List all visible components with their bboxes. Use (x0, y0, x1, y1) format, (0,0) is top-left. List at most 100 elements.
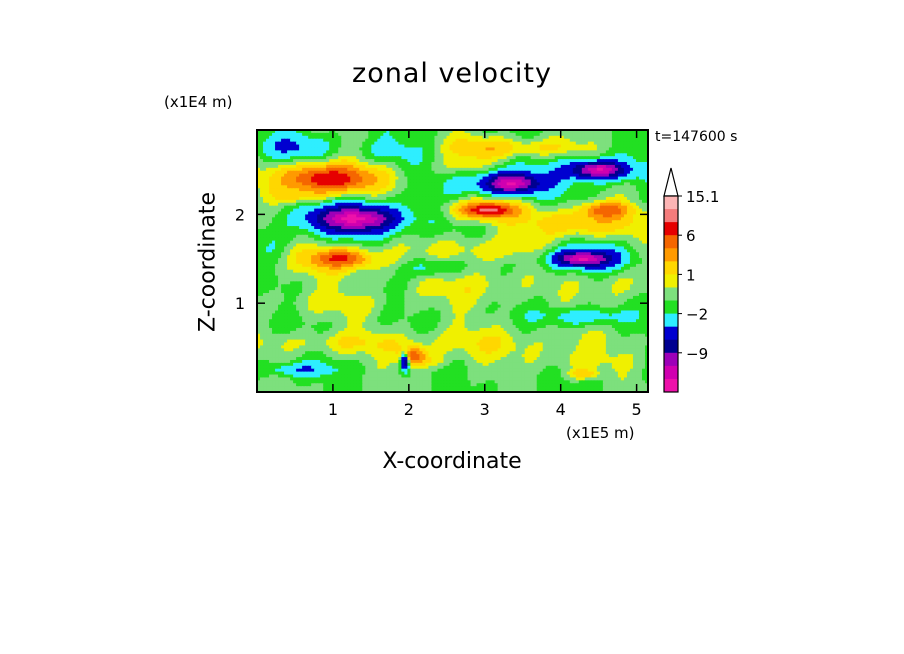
heatmap-cell (413, 173, 418, 178)
heatmap-cell (524, 176, 529, 181)
heatmap-cell (449, 182, 454, 186)
heatmap-cell (332, 231, 336, 236)
heatmap-cell (410, 194, 414, 198)
heatmap-cell (269, 144, 273, 149)
heatmap-cell (632, 194, 637, 198)
heatmap-cell (563, 208, 568, 213)
heatmap-cell (599, 159, 604, 163)
heatmap-cell (458, 226, 463, 230)
heatmap-cell (266, 176, 270, 181)
heatmap-cell (425, 132, 430, 137)
heatmap-cell (629, 234, 634, 239)
heatmap-cell (500, 147, 505, 151)
heatmap-cell (404, 228, 408, 233)
heatmap-cell (455, 234, 460, 239)
heatmap-cell (491, 205, 496, 210)
heatmap-cell (581, 182, 586, 186)
heatmap-cell (389, 220, 393, 224)
heatmap-cell (566, 138, 571, 143)
heatmap-cell (611, 231, 616, 236)
heatmap-cell (605, 231, 610, 236)
heatmap-cell (407, 162, 411, 166)
heatmap-cell (461, 150, 466, 154)
heatmap-cell (329, 144, 333, 149)
heatmap-cell (308, 153, 312, 157)
heatmap-cell (635, 170, 640, 175)
heatmap-cell (527, 237, 532, 242)
heatmap-cell (497, 191, 502, 195)
heatmap-cell (458, 228, 463, 233)
heatmap-cell (344, 162, 348, 166)
heatmap-cell (341, 220, 345, 224)
heatmap-cell (491, 191, 496, 195)
heatmap-cell (389, 153, 393, 157)
heatmap-cell (356, 228, 360, 233)
heatmap-cell (503, 156, 508, 160)
heatmap-cell (587, 185, 592, 189)
heatmap-cell (389, 237, 393, 242)
heatmap-cell (320, 156, 324, 160)
heatmap-cell (497, 156, 502, 160)
heatmap-cell (395, 237, 399, 242)
heatmap-cell (311, 211, 315, 216)
heatmap-cell (641, 173, 646, 178)
heatmap-cell (491, 150, 496, 154)
heatmap-cell (521, 194, 526, 198)
heatmap-cell (587, 135, 592, 140)
heatmap-cell (491, 173, 496, 178)
heatmap-cell (455, 196, 460, 201)
heatmap-cell (644, 150, 649, 154)
heatmap-cell (569, 202, 574, 207)
heatmap-cell (608, 144, 613, 149)
heatmap-cell (365, 162, 369, 166)
heatmap-cell (299, 156, 303, 160)
heatmap-cell (419, 205, 424, 210)
heatmap-cell (284, 182, 288, 186)
heatmap-cell (260, 240, 264, 245)
heatmap-cell (626, 196, 631, 201)
heatmap-cell (401, 141, 405, 146)
heatmap-cell (365, 170, 369, 175)
heatmap-cell (407, 234, 411, 239)
heatmap-cell (596, 208, 601, 213)
heatmap-cell (614, 237, 619, 242)
heatmap-cell (260, 194, 264, 198)
heatmap-cell (299, 196, 303, 201)
heatmap-cell (404, 167, 408, 172)
heatmap-cell (602, 211, 607, 216)
heatmap-cell (314, 138, 318, 143)
heatmap-cell (578, 234, 583, 239)
heatmap-cell (452, 188, 457, 192)
heatmap-cell (551, 147, 556, 151)
heatmap-cell (341, 194, 345, 198)
heatmap-cell (593, 159, 598, 163)
heatmap-cell (443, 159, 448, 163)
heatmap-cell (287, 153, 291, 157)
heatmap-cell (596, 182, 601, 186)
heatmap-cell (548, 231, 553, 236)
heatmap-cell (350, 179, 354, 183)
heatmap-cell (362, 191, 366, 195)
heatmap-cell (458, 237, 463, 242)
heatmap-cell (566, 208, 571, 213)
heatmap-cell (347, 228, 351, 233)
heatmap-cell (398, 226, 402, 230)
heatmap-cell (629, 176, 634, 181)
heatmap-cell (533, 228, 538, 233)
heatmap-cell (353, 211, 357, 216)
heatmap-cell (515, 173, 520, 178)
heatmap-cell (569, 162, 574, 166)
heatmap-cell (332, 135, 336, 140)
heatmap-cell (482, 196, 487, 201)
heatmap-cell (401, 132, 405, 137)
heatmap-cell (398, 170, 402, 175)
heatmap-cell (614, 130, 619, 134)
heatmap-cell (458, 176, 463, 181)
heatmap-cell (608, 147, 613, 151)
heatmap-cell (617, 173, 622, 178)
heatmap-cell (572, 156, 577, 160)
heatmap-cell (326, 223, 330, 227)
heatmap-cell (344, 159, 348, 163)
heatmap-cell (632, 173, 637, 178)
heatmap-cell (527, 234, 532, 239)
